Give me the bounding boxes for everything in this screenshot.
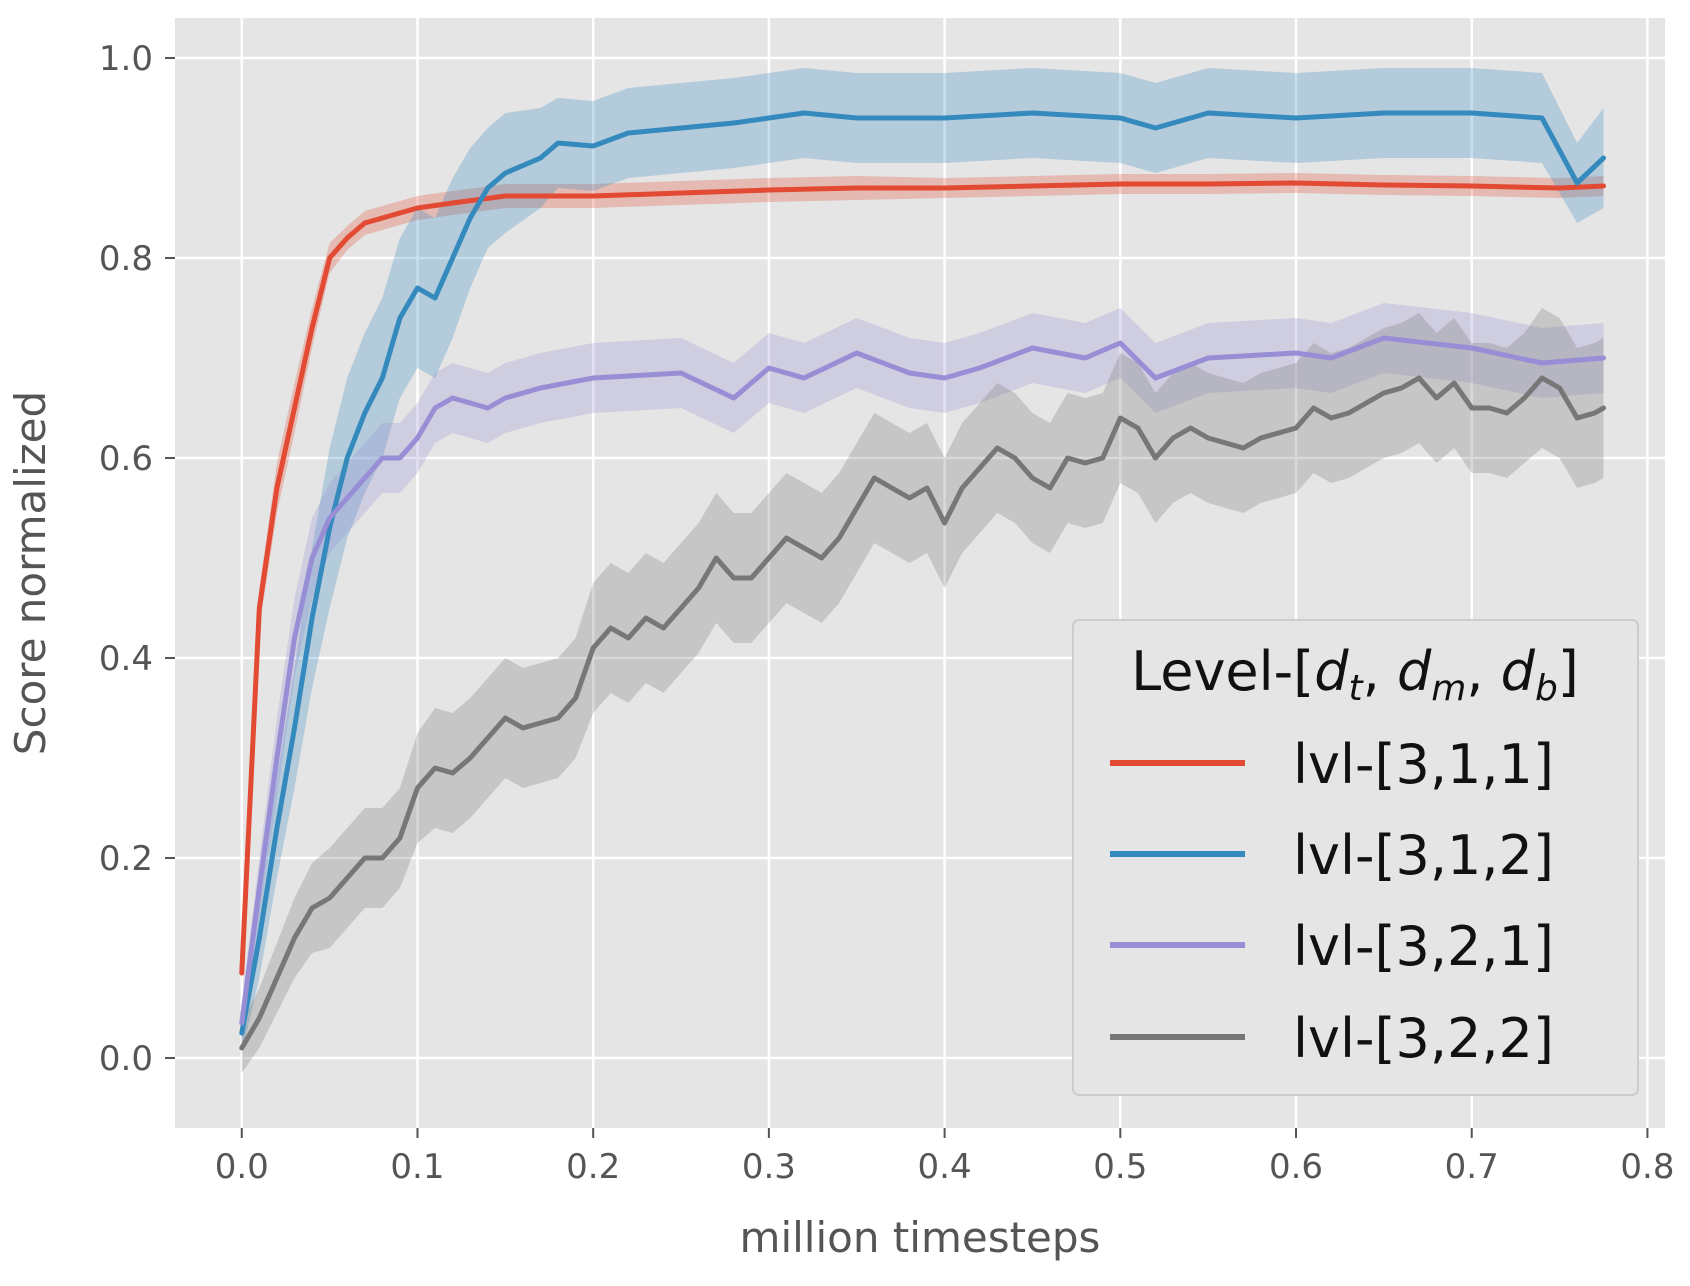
legend-title-var-1: d: [1314, 640, 1349, 703]
legend-label-lvl-3-2-2: lvl-[3,2,2]: [1293, 1007, 1554, 1070]
series-line-lvl-3-2-1: [239, 335, 1607, 1026]
legend-label-lvl-3-1-1: lvl-[3,1,1]: [1293, 733, 1554, 796]
legend-title-sub-3: b: [1535, 668, 1558, 709]
legend-title-var-3: d: [1501, 640, 1536, 703]
legend-label-lvl-3-1-2: lvl-[3,1,2]: [1293, 824, 1554, 887]
y-tick-label: 0.4: [99, 639, 153, 679]
x-axis-label: million timesteps: [740, 1213, 1101, 1262]
confidence-bands: [241, 68, 1604, 1073]
band-lvl-3-2-1: [241, 303, 1604, 1043]
y-tick-label: 0.2: [99, 839, 153, 879]
x-tick-label: 0.1: [390, 1147, 444, 1187]
x-axis-ticks: 0.0 0.1 0.2 0.3 0.4 0.5 0.6 0.7 0.8: [215, 1128, 1674, 1187]
x-tick-label: 0.5: [1093, 1147, 1147, 1187]
y-tick-label: 1.0: [99, 39, 153, 79]
y-tick-label: 0.6: [99, 439, 153, 479]
legend-box: [1072, 619, 1639, 1096]
band-lvl-3-2-2: [241, 308, 1604, 1073]
x-tick-label: 0.4: [918, 1147, 972, 1187]
x-tick-label: 0.6: [1269, 1147, 1323, 1187]
x-tick-label: 0.8: [1620, 1147, 1674, 1187]
series-lines: [239, 110, 1607, 1051]
legend-title-var-2: d: [1397, 640, 1432, 703]
x-tick-label: 0.2: [566, 1147, 620, 1187]
series-line-lvl-3-2-2: [239, 375, 1607, 1051]
x-tick-label: 0.0: [215, 1147, 269, 1187]
series-line-lvl-3-1-2: [239, 110, 1607, 1036]
legend-title-prefix: Level-[: [1131, 640, 1314, 703]
legend-title-sub-2: m: [1431, 668, 1466, 709]
legend-label-lvl-3-2-1: lvl-[3,2,1]: [1293, 915, 1554, 978]
y-tick-label: 0.0: [99, 1039, 153, 1079]
y-axis-label: Score normalized: [6, 391, 55, 755]
legend: Level-[dt, dm, db] lvl-[3,1,1] lvl-[3,1,…: [1072, 619, 1639, 1096]
series-line-lvl-3-1-1: [239, 180, 1607, 976]
y-tick-label: 0.8: [99, 239, 153, 279]
legend-title: Level-[dt, dm, db]: [1131, 640, 1579, 709]
y-axis-ticks: 0.0 0.2 0.4 0.6 0.8 1.0: [99, 39, 175, 1079]
legend-title-sub-1: t: [1348, 668, 1364, 709]
x-tick-label: 0.7: [1445, 1147, 1499, 1187]
legend-title-suffix: ]: [1558, 640, 1579, 703]
x-tick-label: 0.3: [742, 1147, 796, 1187]
